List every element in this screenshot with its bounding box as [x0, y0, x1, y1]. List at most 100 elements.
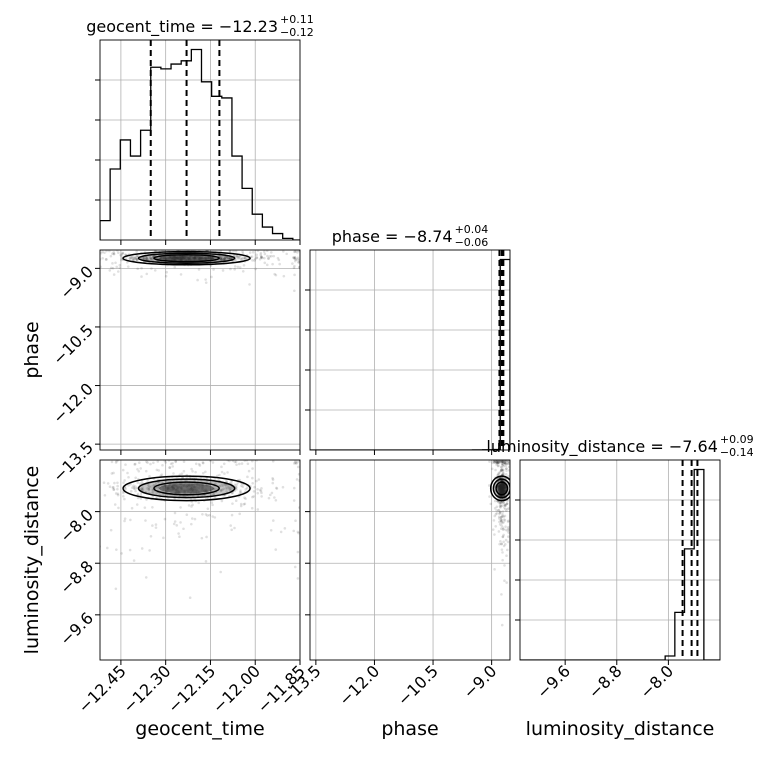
sample-point — [142, 257, 146, 261]
sample-point — [500, 518, 504, 522]
sample-point — [225, 487, 229, 490]
sample-point — [237, 256, 240, 259]
y-tick-label: −9.6 — [56, 608, 97, 649]
sample-point — [161, 463, 164, 467]
sample-point — [274, 548, 278, 551]
contour-line — [122, 250, 251, 266]
sample-point — [97, 462, 100, 465]
contour-line — [137, 252, 236, 264]
sample-point — [135, 486, 139, 490]
sample-point — [140, 275, 143, 278]
title-text: luminosity_distance = −7.64 — [486, 437, 717, 457]
sample-point — [502, 533, 505, 537]
sample-point — [139, 467, 143, 470]
sample-point — [158, 481, 161, 485]
sample-point — [173, 511, 177, 515]
sample-point — [250, 506, 254, 510]
x-tick-label: −12.30 — [119, 661, 174, 716]
sample-point — [154, 526, 158, 529]
sample-point — [116, 492, 120, 496]
sample-point — [8, 249, 11, 252]
sample-point — [108, 269, 112, 272]
sample-point — [188, 596, 192, 599]
sample-point — [228, 250, 232, 253]
sample-point — [494, 460, 498, 463]
sample-point — [498, 517, 501, 520]
sample-point — [204, 470, 207, 474]
sample-point — [84, 537, 87, 540]
contour-line — [153, 254, 220, 263]
sample-point — [147, 488, 150, 491]
sample-point — [218, 473, 221, 477]
sample-point — [271, 262, 274, 266]
sample-point — [226, 471, 229, 474]
sample-point — [293, 255, 297, 259]
sample-point — [257, 478, 261, 481]
sample-point — [72, 252, 75, 255]
sample-point — [498, 461, 501, 465]
sample-point — [152, 484, 155, 487]
sample-point — [267, 257, 270, 260]
sample-point — [100, 265, 102, 269]
sample-point — [244, 256, 247, 260]
sample-point — [251, 476, 254, 480]
sample-point — [182, 460, 186, 464]
sample-point — [502, 471, 505, 475]
sample-point — [175, 524, 179, 527]
sample-point — [293, 565, 297, 569]
sample-point — [503, 461, 507, 464]
sample-point — [91, 258, 94, 261]
sample-point — [243, 256, 247, 260]
sample-point — [110, 472, 114, 475]
sample-point — [505, 581, 508, 584]
sample-point — [94, 255, 97, 258]
sample-point — [503, 519, 507, 522]
sample-point — [504, 525, 507, 528]
sample-point — [229, 488, 232, 492]
sample-point — [76, 257, 79, 260]
sample-point — [505, 502, 509, 506]
sample-point — [498, 510, 502, 514]
sample-point — [242, 502, 246, 506]
sample-point — [201, 461, 205, 465]
sample-point — [500, 593, 503, 596]
sample-point — [229, 257, 232, 260]
sample-point — [216, 474, 219, 478]
sample-point — [158, 493, 161, 496]
sample-point — [220, 465, 223, 469]
sample-point — [196, 278, 199, 282]
sample-point — [146, 461, 149, 464]
x-axis-label-luminosity_distance: luminosity_distance — [526, 718, 715, 740]
sample-point — [137, 469, 141, 473]
sample-point — [298, 258, 300, 262]
sample-point — [493, 568, 496, 571]
sample-point — [293, 259, 297, 263]
sample-point — [223, 255, 226, 259]
sample-point — [239, 504, 243, 508]
sample-point — [219, 488, 223, 492]
sample-point — [154, 523, 158, 526]
sample-point — [236, 257, 240, 260]
sample-point — [135, 250, 138, 253]
sample-point — [220, 482, 223, 486]
sample-point — [133, 462, 137, 466]
sample-point — [294, 250, 298, 253]
sample-point — [224, 486, 228, 490]
sample-point — [297, 531, 300, 535]
sample-point — [263, 252, 267, 256]
sample-point — [165, 270, 168, 274]
sample-point — [500, 468, 503, 472]
sample-point — [220, 255, 224, 259]
sample-point — [493, 514, 497, 518]
sample-point — [120, 254, 123, 258]
sample-point — [67, 270, 70, 273]
sample-point — [271, 477, 274, 480]
sample-point — [242, 263, 246, 267]
sample-point — [494, 460, 497, 464]
sample-point — [151, 491, 155, 494]
contour-line — [489, 475, 510, 502]
sample-point — [67, 253, 70, 256]
sample-point — [151, 258, 155, 262]
sample-point — [259, 256, 263, 260]
sample-point — [151, 488, 154, 492]
